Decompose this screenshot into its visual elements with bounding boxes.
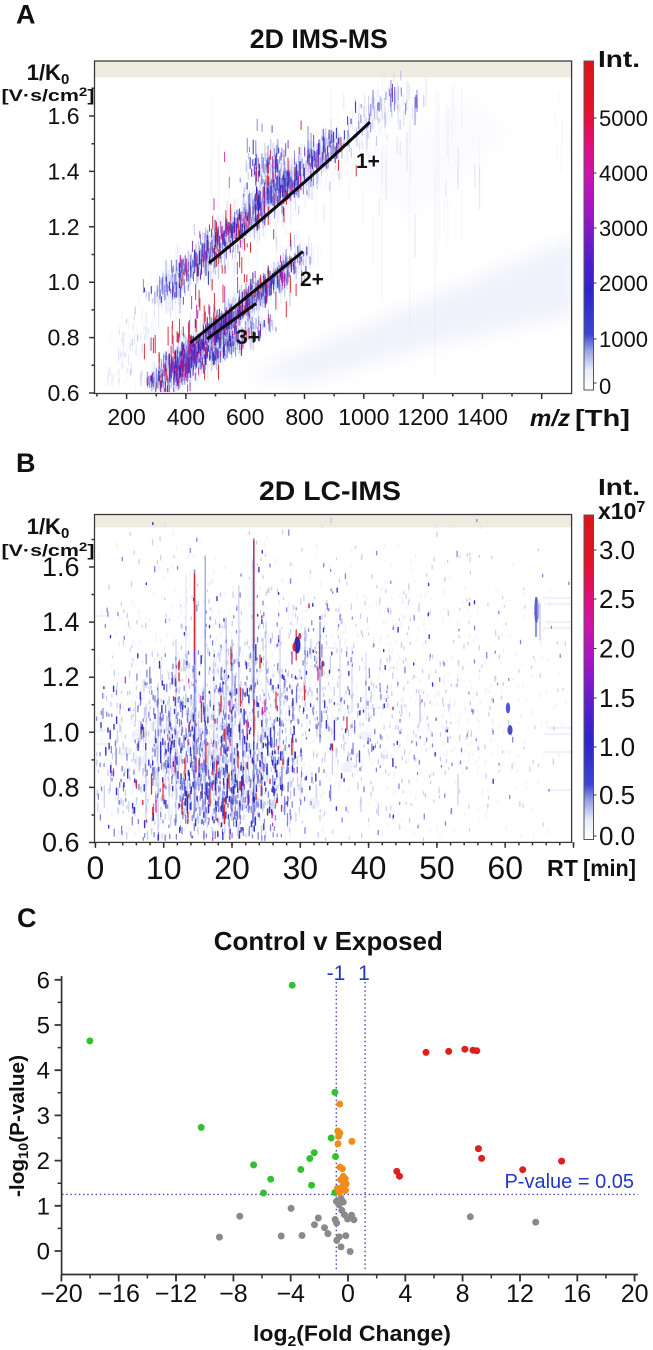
- svg-text:1.4: 1.4: [42, 607, 80, 637]
- svg-text:0: 0: [37, 1239, 50, 1266]
- svg-text:3+: 3+: [236, 326, 260, 349]
- svg-text:20: 20: [214, 850, 250, 886]
- svg-text:5000: 5000: [599, 106, 648, 131]
- svg-text:A: A: [16, 0, 36, 30]
- svg-text:1: 1: [37, 1193, 50, 1220]
- svg-text:3000: 3000: [599, 216, 648, 241]
- svg-text:-1: -1: [327, 962, 346, 985]
- svg-text:0.8: 0.8: [48, 325, 80, 351]
- svg-text:[V·s/cm2]: [V·s/cm 2]: [2, 540, 95, 560]
- svg-text:8: 8: [456, 1280, 470, 1308]
- svg-text:1.2: 1.2: [48, 214, 80, 240]
- svg-text:2.5: 2.5: [599, 584, 635, 614]
- svg-text:2000: 2000: [599, 271, 648, 296]
- svg-text:2+: 2+: [300, 268, 324, 291]
- svg-text:1.6: 1.6: [48, 103, 80, 129]
- svg-text:400: 400: [167, 404, 205, 430]
- svg-text:16: 16: [563, 1280, 591, 1308]
- svg-text:2: 2: [37, 1148, 50, 1175]
- svg-text:30: 30: [283, 850, 319, 886]
- svg-text:1.4: 1.4: [48, 158, 80, 184]
- svg-text:0.0: 0.0: [599, 821, 635, 851]
- svg-text:−20: −20: [40, 1280, 82, 1308]
- svg-text:40: 40: [351, 850, 387, 886]
- svg-text:1000: 1000: [338, 404, 389, 430]
- svg-text:−8: −8: [219, 1280, 248, 1308]
- svg-text:P-value = 0.05: P-value = 0.05: [504, 1171, 634, 1193]
- svg-text:1.0: 1.0: [42, 717, 80, 747]
- svg-text:C: C: [17, 903, 37, 933]
- svg-text:0.8: 0.8: [42, 772, 80, 802]
- svg-text:1/K0: 1/K0: [27, 60, 70, 88]
- svg-text:800: 800: [285, 404, 323, 430]
- svg-text:4: 4: [398, 1280, 412, 1308]
- svg-text:[V·s/cm2]: [V·s/cm 2]: [2, 85, 95, 105]
- svg-text:12: 12: [506, 1280, 534, 1308]
- svg-text:10: 10: [146, 850, 182, 886]
- svg-text:-log10(P-value): -log10(P-value): [7, 1055, 31, 1197]
- svg-text:600: 600: [226, 404, 264, 430]
- svg-text:2D IMS-MS: 2D IMS-MS: [250, 24, 388, 54]
- svg-text:1000: 1000: [599, 327, 648, 352]
- svg-text:0.6: 0.6: [48, 380, 80, 406]
- svg-text:x107: x107: [598, 498, 645, 524]
- svg-text:1.0: 1.0: [599, 732, 635, 762]
- svg-text:RT: RT: [547, 855, 578, 881]
- svg-text:0.6: 0.6: [42, 828, 80, 858]
- svg-text:2.0: 2.0: [599, 634, 635, 664]
- svg-text:[min]: [min]: [583, 855, 636, 881]
- svg-text:1/K0: 1/K0: [27, 514, 70, 542]
- svg-text:3: 3: [37, 1103, 50, 1130]
- svg-text:[Th]: [Th]: [575, 405, 630, 431]
- svg-text:4: 4: [37, 1058, 50, 1085]
- svg-text:50: 50: [419, 850, 455, 886]
- svg-text:200: 200: [107, 404, 145, 430]
- svg-text:B: B: [16, 448, 36, 478]
- svg-text:6: 6: [37, 967, 50, 994]
- svg-text:1.5: 1.5: [599, 683, 635, 713]
- svg-text:0: 0: [341, 1280, 355, 1308]
- svg-text:4000: 4000: [599, 161, 648, 186]
- svg-text:0.5: 0.5: [599, 780, 635, 810]
- svg-text:−12: −12: [155, 1280, 197, 1308]
- svg-text:1400: 1400: [457, 404, 508, 430]
- svg-text:1.6: 1.6: [42, 552, 80, 582]
- svg-text:2D LC-IMS: 2D LC-IMS: [259, 476, 401, 506]
- svg-text:Control v Exposed: Control v Exposed: [214, 926, 443, 956]
- svg-text:0: 0: [87, 850, 105, 886]
- svg-text:3.0: 3.0: [599, 535, 635, 565]
- svg-text:5: 5: [37, 1013, 50, 1040]
- svg-text:1: 1: [358, 962, 370, 985]
- svg-text:−4: −4: [276, 1280, 305, 1308]
- svg-text:1200: 1200: [398, 404, 449, 430]
- svg-text:1.2: 1.2: [42, 662, 80, 692]
- svg-text:m/z: m/z: [530, 405, 571, 431]
- svg-text:Int.: Int.: [598, 46, 640, 72]
- svg-text:1+: 1+: [356, 150, 380, 173]
- svg-text:60: 60: [487, 850, 523, 886]
- svg-text:1.0: 1.0: [48, 269, 80, 295]
- svg-text:0: 0: [599, 374, 611, 399]
- svg-text:−16: −16: [97, 1280, 139, 1308]
- svg-text:20: 20: [621, 1280, 649, 1308]
- svg-text:Int.: Int.: [598, 474, 640, 500]
